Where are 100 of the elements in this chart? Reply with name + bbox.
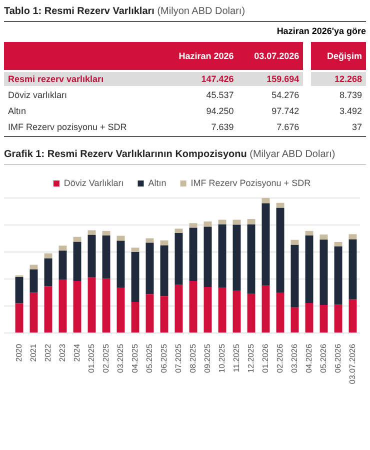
data-label: 97.742 (270, 105, 300, 118)
legend-label: Döviz Varlıkları (64, 178, 124, 188)
data-label: 12.268 (303, 72, 366, 86)
bar (247, 219, 256, 224)
data-label: 159.694 (266, 73, 300, 86)
bar (116, 236, 125, 241)
data-label: 94.250 (205, 105, 235, 118)
data-label: 8.739 (303, 88, 366, 102)
x-tick-label: 01.2025 (86, 343, 96, 373)
bar (174, 284, 183, 332)
bar (320, 234, 328, 240)
bar (334, 304, 342, 332)
bar (73, 242, 82, 281)
x-tick-label: 09.2025 (202, 343, 212, 373)
legend-label: Altın (148, 178, 166, 188)
bar (232, 220, 241, 225)
x-tick-label: 12.2025 (246, 343, 256, 373)
category-label: Döviz varlıkları (7, 89, 68, 102)
x-tick-label: 05.2025 (144, 343, 154, 373)
bar (334, 246, 342, 305)
bar (146, 238, 154, 243)
category-label: IMF Rezerv pozisyonu + SDR (7, 121, 128, 134)
x-tick-label: 03.2026 (290, 343, 299, 373)
bar (73, 236, 82, 242)
bar (131, 252, 140, 302)
bar (290, 240, 299, 245)
bar (58, 280, 67, 332)
legend-label: IMF Rezerv Pozisyonu + SDR (190, 178, 312, 188)
x-tick-label: 2021 (28, 343, 38, 362)
bar (348, 234, 357, 240)
bar (232, 224, 241, 291)
bar (44, 253, 52, 258)
bar (131, 302, 140, 332)
bar (189, 281, 198, 332)
x-tick-label: 2024 (72, 343, 82, 362)
bar (232, 290, 241, 332)
x-tick-label: 06.2025 (159, 343, 168, 373)
data-label: 3.492 (303, 104, 366, 118)
x-tick-label: 02.2025 (101, 343, 110, 373)
bar (218, 220, 226, 224)
data-label: 54.276 (270, 89, 300, 102)
bar (30, 264, 38, 270)
bar (262, 198, 270, 204)
bar (116, 287, 125, 332)
bar (204, 226, 212, 287)
bar (15, 276, 24, 304)
x-tick-label: 02.2026 (275, 343, 284, 373)
bar (73, 281, 82, 332)
bar (15, 303, 24, 332)
bar (320, 240, 328, 306)
category-label: Altın (7, 105, 28, 118)
bar (276, 202, 284, 208)
bar (88, 234, 96, 278)
bar (290, 307, 299, 332)
x-tick-label: 10.2025 (217, 343, 226, 373)
category-label: Resmi rezerv varlıkları (7, 73, 105, 86)
data-label: 147.426 (200, 73, 235, 86)
text: (Milyon ABD Doları) (156, 6, 246, 17)
bar (102, 236, 110, 279)
x-tick-label: 06.2026 (333, 343, 342, 373)
x-tick-label: 2020 (14, 343, 24, 362)
x-tick-label: 04.2026 (304, 343, 314, 373)
chart-subtitle: (Milyar ABD Doları) (248, 149, 336, 160)
bar (116, 240, 125, 288)
bar (262, 286, 270, 332)
bar (174, 228, 183, 233)
bar (189, 228, 198, 281)
bar (102, 230, 110, 236)
bar (334, 242, 342, 246)
bar (305, 303, 314, 332)
bar (218, 288, 226, 332)
bar (348, 239, 357, 300)
x-tick-label: 04.2025 (130, 343, 140, 373)
x-tick-label: 01.2026 (260, 343, 270, 373)
bar (30, 269, 38, 293)
bar (348, 299, 357, 332)
bar (247, 224, 256, 294)
bar (276, 292, 284, 332)
data-label: 37 (303, 120, 366, 134)
bar (276, 208, 284, 292)
bar (305, 236, 314, 303)
data-label: 7.639 (210, 121, 235, 134)
bar (218, 224, 226, 288)
bar (146, 242, 154, 294)
x-tick-label: 11.2025 (232, 343, 241, 372)
bar (174, 232, 183, 285)
text: Haziran 2026'ya göre (276, 26, 366, 36)
bar (262, 203, 270, 286)
bar (88, 230, 96, 235)
series-label: Haziran 2026 (160, 42, 238, 70)
x-tick-label: 07.2025 (174, 343, 183, 373)
bar (160, 296, 168, 332)
bar (204, 286, 212, 332)
bar (30, 292, 38, 332)
data-label: 45.537 (205, 89, 235, 102)
x-tick-label: 03.07.2026 (348, 343, 357, 384)
x-tick-label: 03.2025 (116, 343, 125, 373)
x-tick-label: 2022 (43, 343, 52, 362)
bar (44, 258, 52, 286)
bar (102, 278, 110, 332)
